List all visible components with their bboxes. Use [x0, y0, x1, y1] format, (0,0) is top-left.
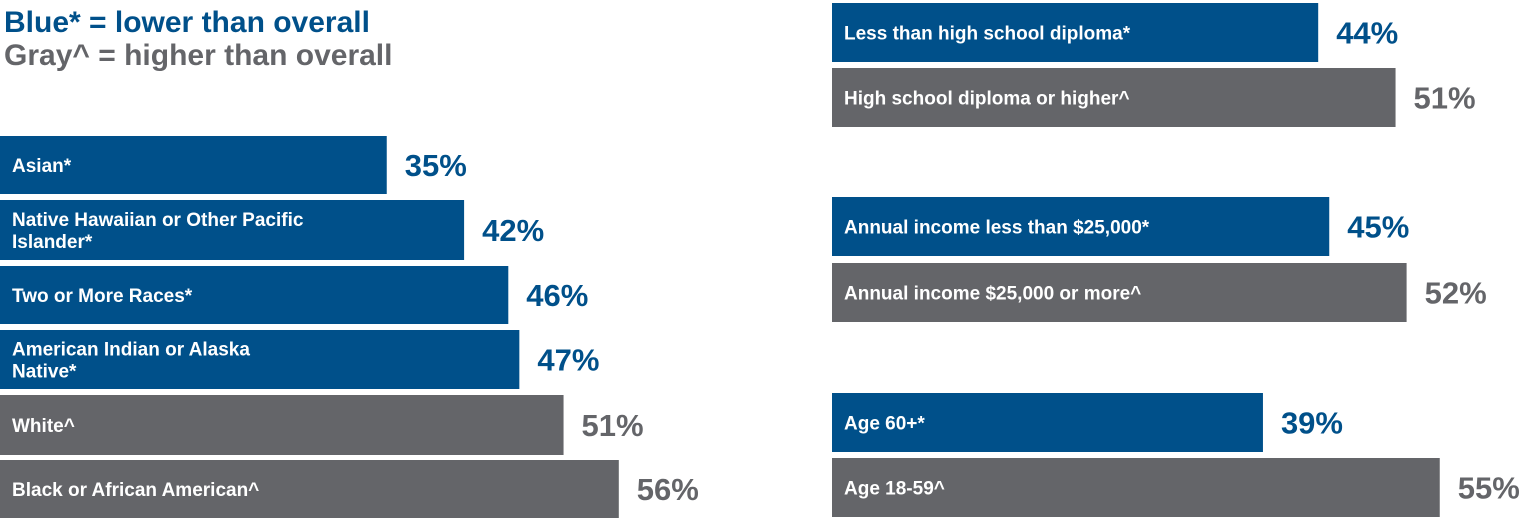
- value-label: 46%: [526, 278, 588, 313]
- bar-label: Native Hawaiian or Other Pacific Islander…: [12, 210, 304, 253]
- bar: [0, 136, 387, 194]
- value-label: 51%: [1414, 81, 1476, 116]
- value-label: 47%: [537, 343, 599, 378]
- legend-blue-text: Blue* = lower than overall: [4, 6, 370, 39]
- value-label: 51%: [582, 408, 644, 443]
- bar: [832, 3, 1319, 62]
- value-label: 44%: [1336, 16, 1398, 51]
- legend: Blue* = lower than overall Gray^ = highe…: [4, 6, 392, 72]
- bar: [832, 393, 1263, 452]
- chart-3: Annual income less than $25,000* 45% Annua…: [832, 197, 1487, 322]
- bar-label: Annual income less than $25,000*: [844, 218, 1150, 239]
- value-label: 52%: [1425, 276, 1487, 311]
- bar-label: Two or More Races*: [12, 286, 193, 307]
- chart-4: Age 60+* 39% Age 18-59^ 55%: [832, 393, 1520, 517]
- value-label: 45%: [1347, 210, 1409, 245]
- bar: [832, 197, 1330, 256]
- bar: [0, 330, 520, 389]
- bar-label: Black or African American^: [12, 480, 259, 501]
- bar-label: Less than high school diploma*: [844, 24, 1131, 45]
- chart-1: Asian* 35% Native Hawaiian or Other Pacifi…: [0, 136, 699, 518]
- value-label: 55%: [1458, 471, 1520, 506]
- value-label: 56%: [637, 472, 699, 507]
- chart-2: Less than high school diploma* 44% High sc…: [832, 3, 1476, 127]
- bar-label: White^: [12, 416, 75, 437]
- bar-label: Annual income $25,000 or more^: [844, 284, 1141, 305]
- bar: [832, 263, 1407, 322]
- value-label: 35%: [405, 148, 467, 183]
- bar: [0, 395, 564, 455]
- bar-label: High school diploma or higher^: [844, 89, 1130, 110]
- bar: [0, 266, 509, 324]
- bar-label: American Indian or Alaska Native*: [12, 340, 250, 383]
- bar: [0, 200, 465, 260]
- value-label: 42%: [482, 213, 544, 248]
- bar-label: Age 60+*: [844, 414, 925, 435]
- bar-label: Asian*: [12, 156, 72, 177]
- bar: [0, 460, 619, 518]
- bar: [832, 458, 1440, 517]
- bar: [832, 68, 1396, 127]
- value-label: 39%: [1281, 406, 1343, 441]
- bar-label: Age 18-59^: [844, 479, 945, 500]
- legend-gray-text: Gray^ = higher than overall: [4, 39, 393, 72]
